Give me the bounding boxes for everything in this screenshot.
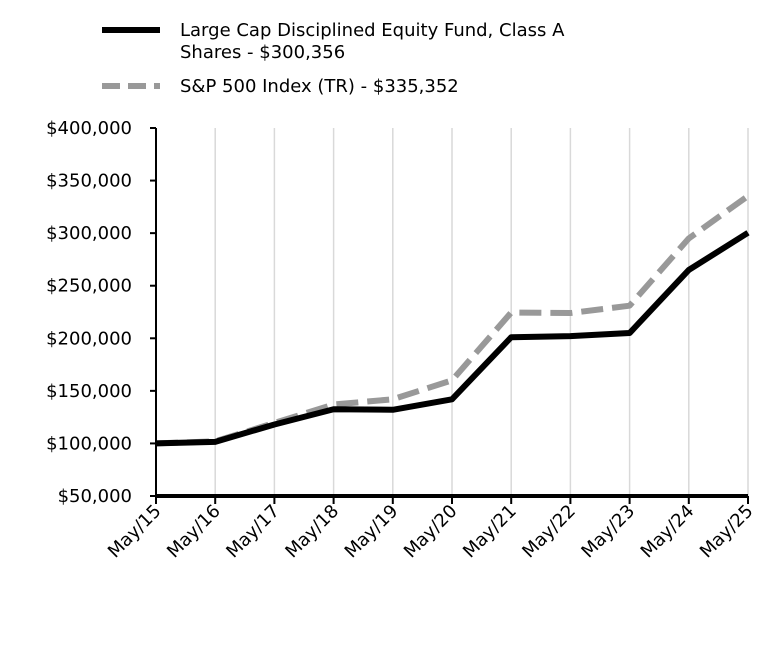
y-axis-ticks: $50,000 $100,000 $150,000 $200,000 $250,000 $…	[46, 118, 156, 507]
legend-label-fund: Large Cap Disciplined Equity Fund, Class…	[180, 20, 565, 63]
x-tick-label: May/25	[696, 501, 758, 563]
x-tick-label: May/19	[341, 501, 403, 563]
y-tick-label: $400,000	[46, 118, 132, 139]
series-layer	[155, 193, 750, 447]
x-tick-label: May/22	[518, 501, 580, 563]
y-tick-label: $50,000	[58, 486, 132, 507]
series-line-fund	[155, 230, 750, 447]
x-tick-label: May/23	[577, 501, 639, 563]
legend-label-sp500: S&P 500 Index (TR) - $335,352	[180, 76, 459, 97]
gridlines	[155, 128, 749, 496]
x-tick-label: May/15	[104, 501, 166, 563]
y-tick-label: $100,000	[46, 433, 132, 454]
x-tick-label: May/16	[163, 501, 225, 563]
y-tick-label: $200,000	[46, 328, 132, 349]
x-tick-label: May/17	[222, 501, 284, 563]
y-tick-label: $350,000	[46, 171, 132, 192]
x-tick-label: May/20	[400, 501, 462, 563]
x-axis-ticks: May/15May/16May/17May/18May/19May/20May/…	[104, 496, 758, 562]
x-tick-label: May/18	[281, 501, 343, 563]
x-tick-label: May/21	[459, 501, 521, 563]
y-tick-label: $150,000	[46, 381, 132, 402]
legend: Large Cap Disciplined Equity Fund, Class…	[102, 20, 565, 97]
y-tick-label: $250,000	[46, 276, 132, 297]
y-tick-label: $300,000	[46, 223, 132, 244]
x-tick-label: May/24	[637, 501, 699, 563]
